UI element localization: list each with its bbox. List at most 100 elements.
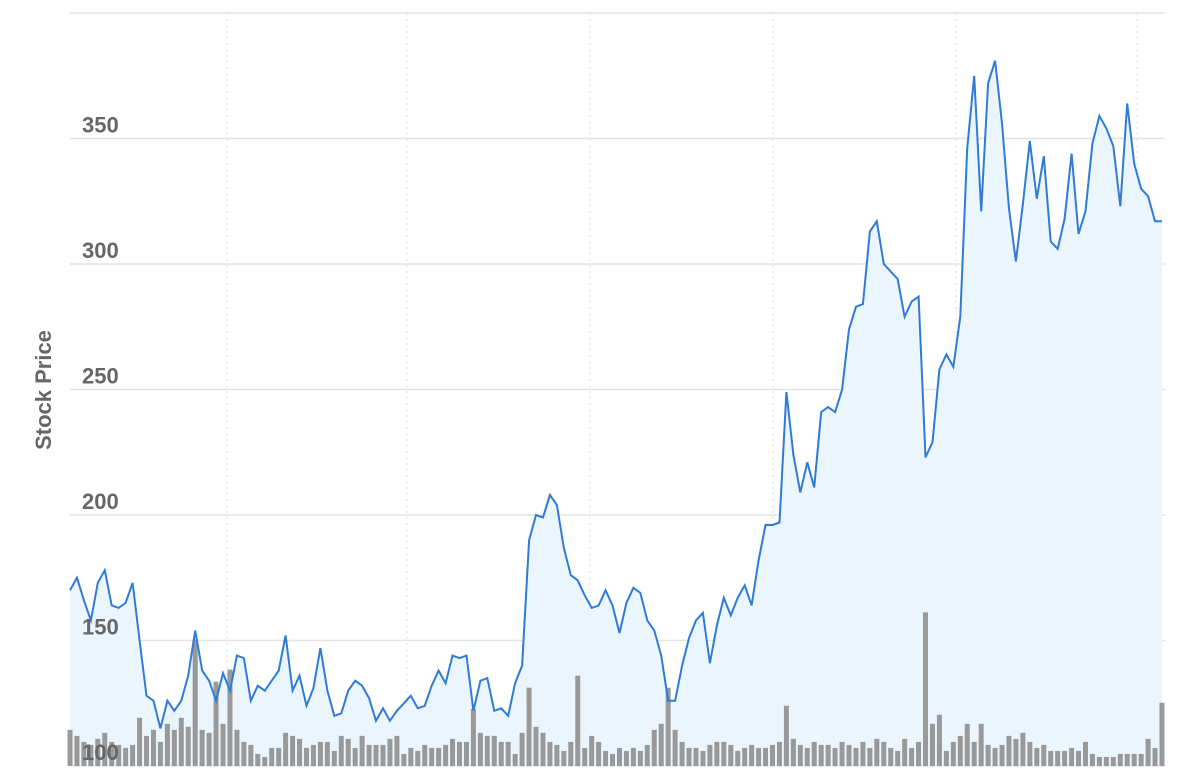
volume-bar bbox=[443, 744, 449, 766]
volume-bar bbox=[853, 747, 859, 766]
volume-bar bbox=[533, 726, 539, 766]
volume-bar bbox=[123, 747, 129, 766]
volume-bar bbox=[1096, 756, 1102, 766]
y-tick-label: 350 bbox=[82, 112, 119, 137]
volume-bar bbox=[526, 687, 532, 766]
area bbox=[70, 60, 1162, 766]
volume-bar bbox=[1152, 747, 1158, 766]
volume-bar bbox=[81, 741, 87, 766]
volume-bar bbox=[665, 687, 671, 766]
volume-bar bbox=[394, 735, 400, 766]
volume-bar bbox=[290, 735, 296, 766]
volume-bar bbox=[936, 714, 942, 766]
volume-bar bbox=[352, 747, 358, 766]
volume-bar bbox=[610, 753, 616, 766]
volume-bar bbox=[317, 741, 323, 766]
volume-bar bbox=[74, 735, 80, 766]
volume-bar bbox=[1138, 753, 1144, 766]
y-tick-label: 100 bbox=[82, 740, 119, 765]
volume-bar bbox=[540, 732, 546, 766]
volume-bar bbox=[1041, 744, 1047, 766]
volume-bar bbox=[929, 723, 935, 766]
volume-bar bbox=[756, 747, 762, 766]
volume-bar bbox=[1034, 747, 1040, 766]
volume-bar bbox=[422, 744, 428, 766]
volume-bar bbox=[234, 729, 240, 766]
volume-bar bbox=[1110, 756, 1116, 766]
volume-bar bbox=[846, 744, 852, 766]
volume-bar bbox=[95, 738, 101, 766]
line bbox=[69, 60, 1162, 729]
volume-bar bbox=[227, 669, 233, 766]
volume-bar bbox=[964, 723, 970, 766]
volume-bar bbox=[401, 753, 407, 766]
volume-bar bbox=[867, 747, 873, 766]
volume-bar bbox=[616, 747, 622, 766]
volume-bar bbox=[331, 750, 337, 766]
volume-bar bbox=[164, 723, 170, 766]
volume-bar bbox=[137, 717, 143, 766]
volume-bar bbox=[512, 753, 518, 766]
volume-bar bbox=[630, 747, 636, 766]
volume-bar bbox=[575, 675, 581, 766]
volume-bar bbox=[943, 750, 949, 766]
volume-bar bbox=[700, 750, 706, 766]
volume-bar bbox=[742, 747, 748, 766]
volume-bar bbox=[192, 639, 198, 766]
volume-bar bbox=[888, 747, 894, 766]
volume-bar bbox=[679, 741, 685, 766]
volume-bar bbox=[324, 741, 330, 766]
volume-bar bbox=[1013, 738, 1019, 766]
volume-bar bbox=[359, 735, 365, 766]
volume-bar bbox=[707, 744, 713, 766]
volume-bar bbox=[874, 738, 880, 766]
volume-bar bbox=[797, 744, 803, 766]
volume-bar bbox=[366, 744, 372, 766]
volume-bar bbox=[415, 750, 421, 766]
volume-bar bbox=[804, 747, 810, 766]
volume-bar bbox=[825, 744, 831, 766]
volume-bar bbox=[582, 747, 588, 766]
volume-bar bbox=[429, 747, 435, 766]
volume-bar bbox=[735, 750, 741, 766]
volume-bar bbox=[957, 735, 963, 766]
volume-bar bbox=[547, 741, 553, 766]
volume-bar bbox=[763, 747, 769, 766]
volume-bar bbox=[769, 744, 775, 766]
volume-bar bbox=[1062, 750, 1068, 766]
volume-bar bbox=[1020, 732, 1026, 766]
volume-bar bbox=[1159, 702, 1165, 766]
volume-bar bbox=[978, 723, 984, 766]
volume-bar bbox=[839, 741, 845, 766]
volume-bar bbox=[1069, 747, 1075, 766]
volume-bar bbox=[916, 741, 922, 766]
volume-bar bbox=[1076, 750, 1082, 766]
volume-bar bbox=[144, 735, 150, 766]
volume-bar bbox=[150, 729, 156, 766]
volume-bar bbox=[554, 744, 560, 766]
volume-bar bbox=[923, 612, 929, 766]
volume-bar bbox=[950, 741, 956, 766]
volume-bar bbox=[561, 750, 567, 766]
volume-bar bbox=[1048, 750, 1054, 766]
volume-bar bbox=[338, 735, 344, 766]
volume-bar bbox=[776, 741, 782, 766]
volume-bar bbox=[408, 747, 414, 766]
volume-bar bbox=[199, 729, 205, 766]
volume-bar bbox=[1131, 753, 1137, 766]
volume-bar bbox=[909, 747, 915, 766]
volume-bar bbox=[992, 747, 998, 766]
volume-bar bbox=[498, 741, 504, 766]
volume-bar bbox=[1089, 753, 1095, 766]
volume-bar bbox=[484, 735, 490, 766]
volume-bar bbox=[130, 744, 136, 766]
volume-bar bbox=[457, 741, 463, 766]
volume-bar bbox=[436, 747, 442, 766]
volume-bar bbox=[860, 741, 866, 766]
volume-bar bbox=[102, 732, 108, 766]
volume-bar bbox=[276, 747, 282, 766]
volume-bar bbox=[603, 750, 609, 766]
volume-bar bbox=[262, 756, 268, 766]
volume-bar bbox=[220, 723, 226, 766]
